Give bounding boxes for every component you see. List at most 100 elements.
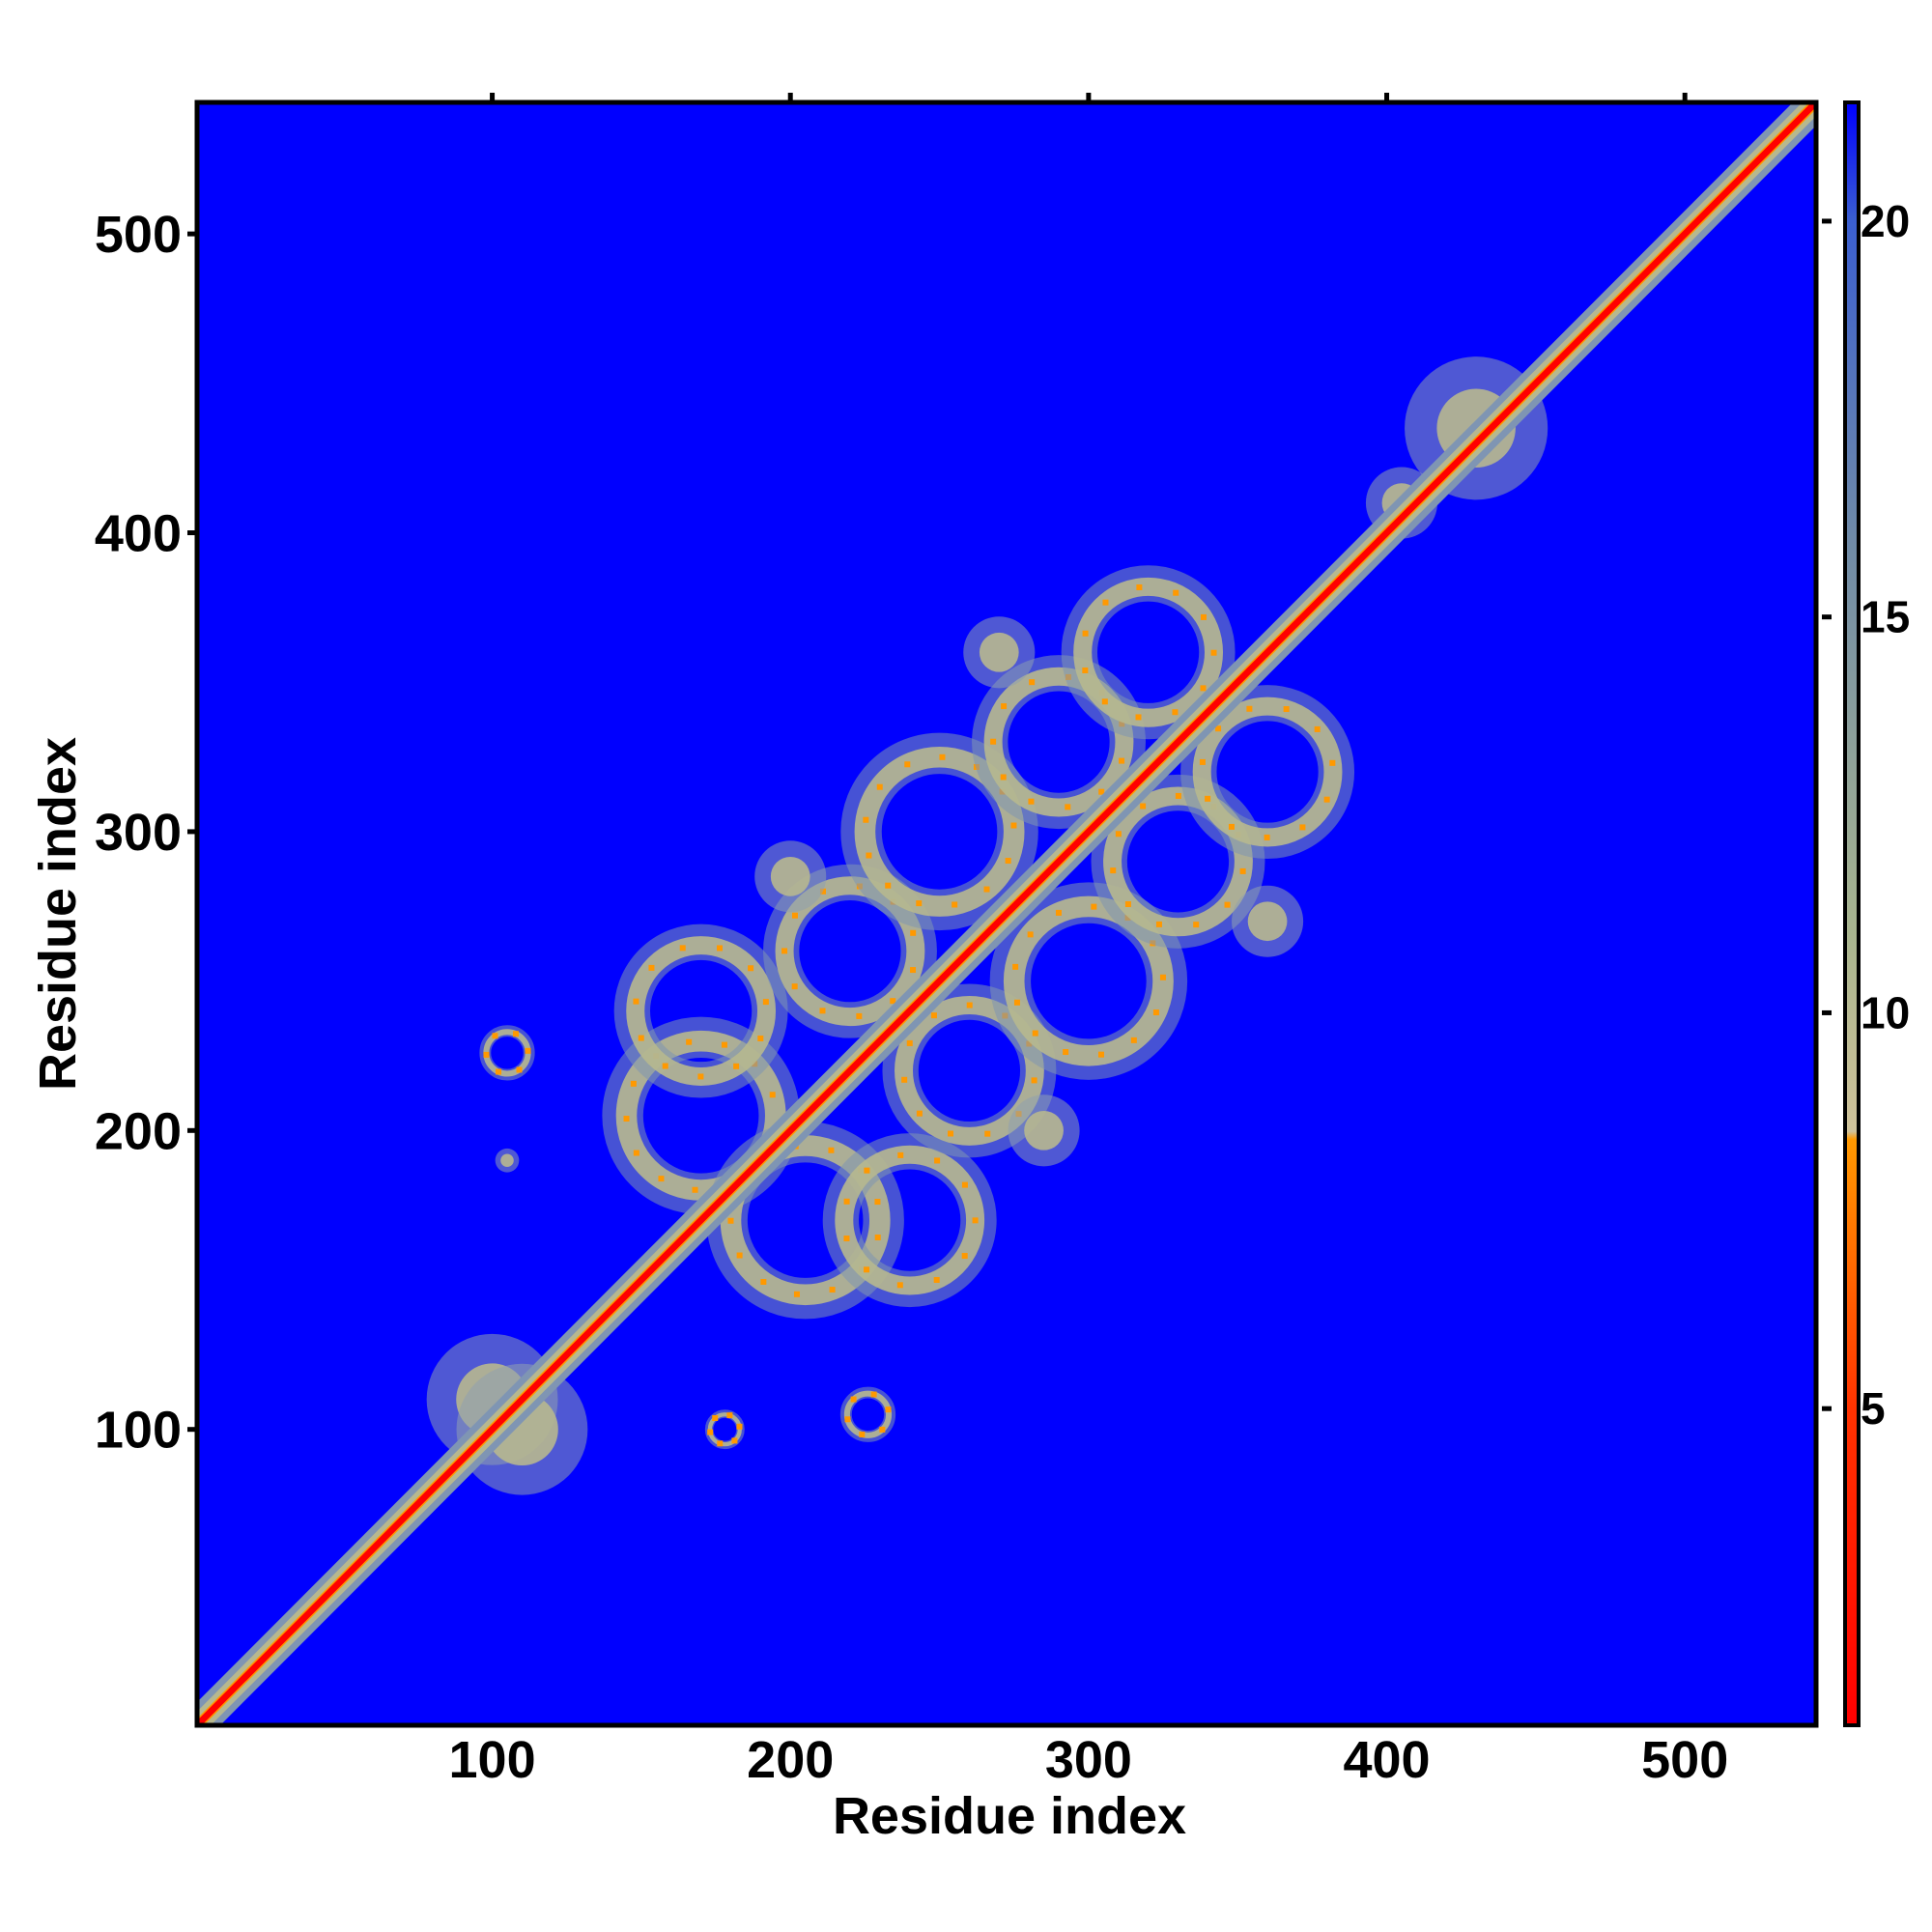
contact-point	[984, 1130, 991, 1137]
cluster-core	[979, 632, 1019, 672]
contact-point	[791, 912, 798, 919]
contact-point	[1246, 705, 1253, 712]
contact-point	[1199, 758, 1206, 765]
contact-point	[679, 945, 686, 952]
contact-point	[1010, 822, 1017, 829]
contact-point	[697, 1073, 704, 1080]
contact-point	[512, 1031, 519, 1037]
contact-point	[1027, 931, 1034, 938]
contact-point	[863, 816, 869, 823]
contact-point	[1001, 703, 1008, 710]
contact-cluster	[754, 840, 827, 913]
contact-point	[934, 1157, 941, 1164]
contact-point	[726, 1412, 733, 1419]
contact-point	[1110, 867, 1117, 874]
contact-point	[961, 1181, 968, 1188]
contact-cluster	[1232, 885, 1304, 957]
contact-point	[712, 1415, 719, 1422]
contact-point	[1200, 685, 1207, 692]
contact-point	[843, 1236, 850, 1242]
contact-point	[1200, 613, 1207, 620]
colorbar-tick-label: 20	[1861, 196, 1910, 246]
y-tick-label: 300	[95, 804, 182, 862]
contact-cluster	[1180, 685, 1355, 860]
x-tick-label: 300	[1045, 1731, 1132, 1789]
contact-point	[1055, 909, 1062, 916]
contact-point	[791, 983, 798, 990]
contact-point	[939, 753, 946, 760]
contact-point	[1082, 667, 1089, 673]
y-tick-label: 200	[95, 1102, 182, 1160]
contact-point	[1210, 649, 1217, 656]
contact-point	[516, 1066, 523, 1073]
contact-point	[1032, 1030, 1038, 1037]
contact-point	[721, 1041, 727, 1048]
contact-cluster	[840, 732, 1038, 931]
diagonal-band	[197, 102, 1816, 1725]
cluster-core	[1024, 1110, 1064, 1151]
contact-cluster	[1061, 565, 1236, 740]
contact-point	[1239, 867, 1246, 874]
contact-point	[525, 1047, 531, 1054]
contact-point	[769, 1092, 776, 1098]
contact-point	[762, 999, 769, 1006]
colorbar-tick-label: 10	[1861, 987, 1910, 1037]
contact-point	[896, 1282, 903, 1289]
contact-point	[850, 1396, 857, 1403]
contact-point	[897, 1151, 904, 1158]
colorbar-ticks: 5 10 15 20	[1822, 196, 1910, 1434]
contact-point	[859, 1431, 866, 1437]
x-tick-label: 200	[747, 1731, 834, 1789]
contact-point	[947, 1130, 953, 1137]
contact-point	[910, 967, 917, 974]
contact-point	[757, 1035, 764, 1041]
y-axis: 100 200 300 400 500	[95, 206, 197, 1460]
contact-point	[966, 1002, 973, 1009]
contact-point	[1314, 725, 1321, 732]
contact-point	[933, 1276, 940, 1283]
contact-point	[930, 1012, 937, 1019]
contact-cluster	[1008, 1094, 1080, 1167]
contact-point	[952, 901, 958, 908]
contact-point	[916, 1110, 923, 1117]
y-tick-label: 400	[95, 505, 182, 563]
contact-point	[856, 1012, 863, 1019]
contact-point	[731, 1437, 738, 1444]
contact-point	[1172, 709, 1179, 716]
contact-point	[483, 1051, 490, 1058]
contact-point	[1299, 824, 1306, 831]
contact-point	[1135, 714, 1142, 721]
contact-point	[492, 1033, 498, 1039]
contact-point	[717, 1440, 724, 1447]
x-axis-title: Residue index	[833, 1787, 1186, 1845]
contact-point	[1136, 584, 1143, 591]
contact-point	[781, 948, 788, 954]
contact-point	[866, 852, 872, 859]
contact-point	[1173, 589, 1179, 596]
contact-point	[1205, 795, 1211, 802]
cluster-core	[770, 856, 810, 896]
contact-point	[844, 1416, 851, 1423]
contact-point	[901, 1076, 908, 1083]
contact-point	[1097, 1051, 1104, 1058]
contact-point	[1101, 698, 1108, 705]
x-tick-label: 400	[1343, 1731, 1430, 1789]
contact-point	[630, 1080, 637, 1087]
contact-point	[829, 1287, 836, 1293]
contact-point	[1215, 725, 1222, 732]
contact-point	[1091, 903, 1097, 910]
contact-point	[733, 1063, 740, 1069]
x-tick-label: 100	[449, 1731, 536, 1789]
contact-point	[1130, 1037, 1137, 1043]
contact-point	[1000, 774, 1007, 781]
contact-point	[1098, 788, 1105, 795]
contact-point	[1005, 857, 1011, 864]
contact-point	[1228, 823, 1235, 830]
contact-point	[793, 1291, 800, 1297]
contact-cluster	[963, 616, 1036, 689]
contact-point	[874, 1199, 881, 1206]
contact-point	[716, 945, 723, 952]
contact-point	[961, 1253, 968, 1260]
contact-point	[623, 1116, 630, 1122]
contact-point	[885, 1406, 892, 1413]
